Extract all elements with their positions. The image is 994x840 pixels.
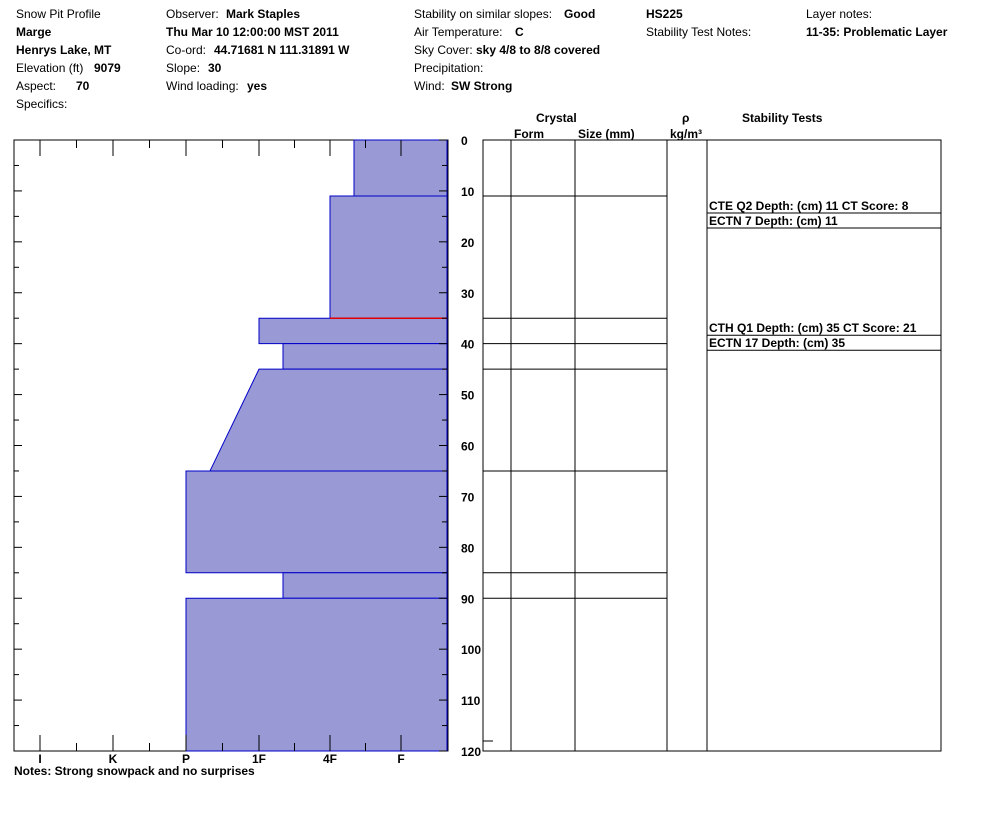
elevation-label: Elevation (ft)	[16, 61, 84, 75]
elevation-value: 9079	[94, 61, 121, 75]
depth-label-100: 100	[461, 643, 481, 657]
layer-notes-value: 11-35: Problematic Layer	[806, 25, 948, 39]
aspect-value: 70	[76, 79, 90, 93]
stability-notes-label: Stability Test Notes:	[646, 25, 752, 39]
wind-loading-label: Wind loading:	[166, 79, 239, 93]
stability-test-entry: ECTN 7 Depth: (cm) 11	[709, 214, 838, 228]
stability-tests-header: Stability Tests	[742, 111, 823, 125]
coord-label: Co-ord:	[166, 43, 207, 57]
hardness-label-I: I	[38, 752, 41, 766]
hardness-label-P: P	[182, 752, 190, 766]
wind-label: Wind:	[414, 79, 445, 93]
hardness-layer-6	[282, 572, 448, 599]
hardness-label-F: F	[397, 752, 404, 766]
depth-label-0: 0	[461, 134, 468, 148]
density-header: ρ	[682, 111, 690, 125]
hardness-layer-1	[329, 195, 448, 319]
form-header: Form	[514, 127, 544, 141]
depth-label-10: 10	[461, 185, 475, 199]
crystal-header: Crystal	[536, 111, 577, 125]
slope-label: Slope:	[166, 61, 201, 75]
depth-label-90: 90	[461, 592, 475, 606]
hardness-label-K: K	[109, 752, 118, 766]
layer-notes-label: Layer notes:	[806, 7, 873, 21]
depth-label-70: 70	[461, 490, 475, 504]
slope-value: 30	[208, 61, 222, 75]
hardness-layer-4	[209, 368, 448, 472]
hardness-label-4F: 4F	[323, 752, 337, 766]
depth-label-30: 30	[461, 287, 475, 301]
precip-label: Precipitation:	[414, 61, 484, 75]
size-header: Size (mm)	[578, 127, 635, 141]
hs-value: HS225	[646, 7, 683, 21]
location: Henrys Lake, MT	[16, 43, 112, 57]
wind-value: SW Strong	[451, 79, 513, 93]
stability-test-entry: CTE Q2 Depth: (cm) 11 CT Score: 8	[709, 199, 909, 213]
depth-label-50: 50	[461, 389, 475, 403]
depth-label-40: 40	[461, 338, 475, 352]
specifics-label: Specifics:	[16, 97, 68, 111]
observer-label: Observer:	[166, 7, 219, 21]
coord-value: 44.71681 N 111.31891 W	[214, 43, 350, 57]
depth-label-110: 110	[461, 694, 481, 708]
depth-label-80: 80	[461, 541, 475, 555]
stability-label: Stability on similar slopes:	[414, 7, 553, 21]
notes: Notes: Strong snowpack and no surprises	[14, 764, 255, 778]
observer-value: Mark Staples	[226, 7, 301, 21]
air-temp-label: Air Temperature:	[414, 25, 503, 39]
hardness-axis: I K P 1F 4F F	[13, 140, 405, 766]
layer-table-frame	[482, 139, 942, 752]
depth-label-60: 60	[461, 440, 475, 454]
hardness-layers	[185, 139, 448, 752]
sky-label: Sky Cover:	[414, 43, 473, 57]
hardness-layer-7	[185, 597, 448, 752]
stability-value: Good	[564, 7, 596, 21]
stability-test-entry: CTH Q1 Depth: (cm) 35 CT Score: 21	[709, 321, 917, 335]
hardness-label-1F: 1F	[252, 752, 266, 766]
profile-name: Marge	[16, 25, 52, 39]
layer-boundary-lines	[483, 195, 667, 742]
sky-value: sky 4/8 to 8/8 covered	[476, 43, 601, 57]
aspect-label: Aspect:	[16, 79, 57, 93]
depth-label-120: 120	[461, 745, 481, 759]
datetime: Thu Mar 10 12:00:00 MST 2011	[166, 25, 339, 39]
hardness-layer-2	[258, 317, 448, 345]
hardness-layer-5	[185, 470, 448, 574]
density-unit: kg/m³	[670, 127, 703, 141]
air-temp-value: C	[515, 25, 524, 39]
wind-loading-value: yes	[247, 79, 268, 93]
hardness-layer-3	[282, 343, 448, 370]
depth-axis: 0 10 20 30 40 50 60 70 80 90 100 110 120	[14, 134, 481, 759]
stability-test-entry: ECTN 17 Depth: (cm) 35	[709, 336, 845, 350]
depth-label-20: 20	[461, 236, 475, 250]
profile-title: Snow Pit Profile	[16, 7, 101, 21]
